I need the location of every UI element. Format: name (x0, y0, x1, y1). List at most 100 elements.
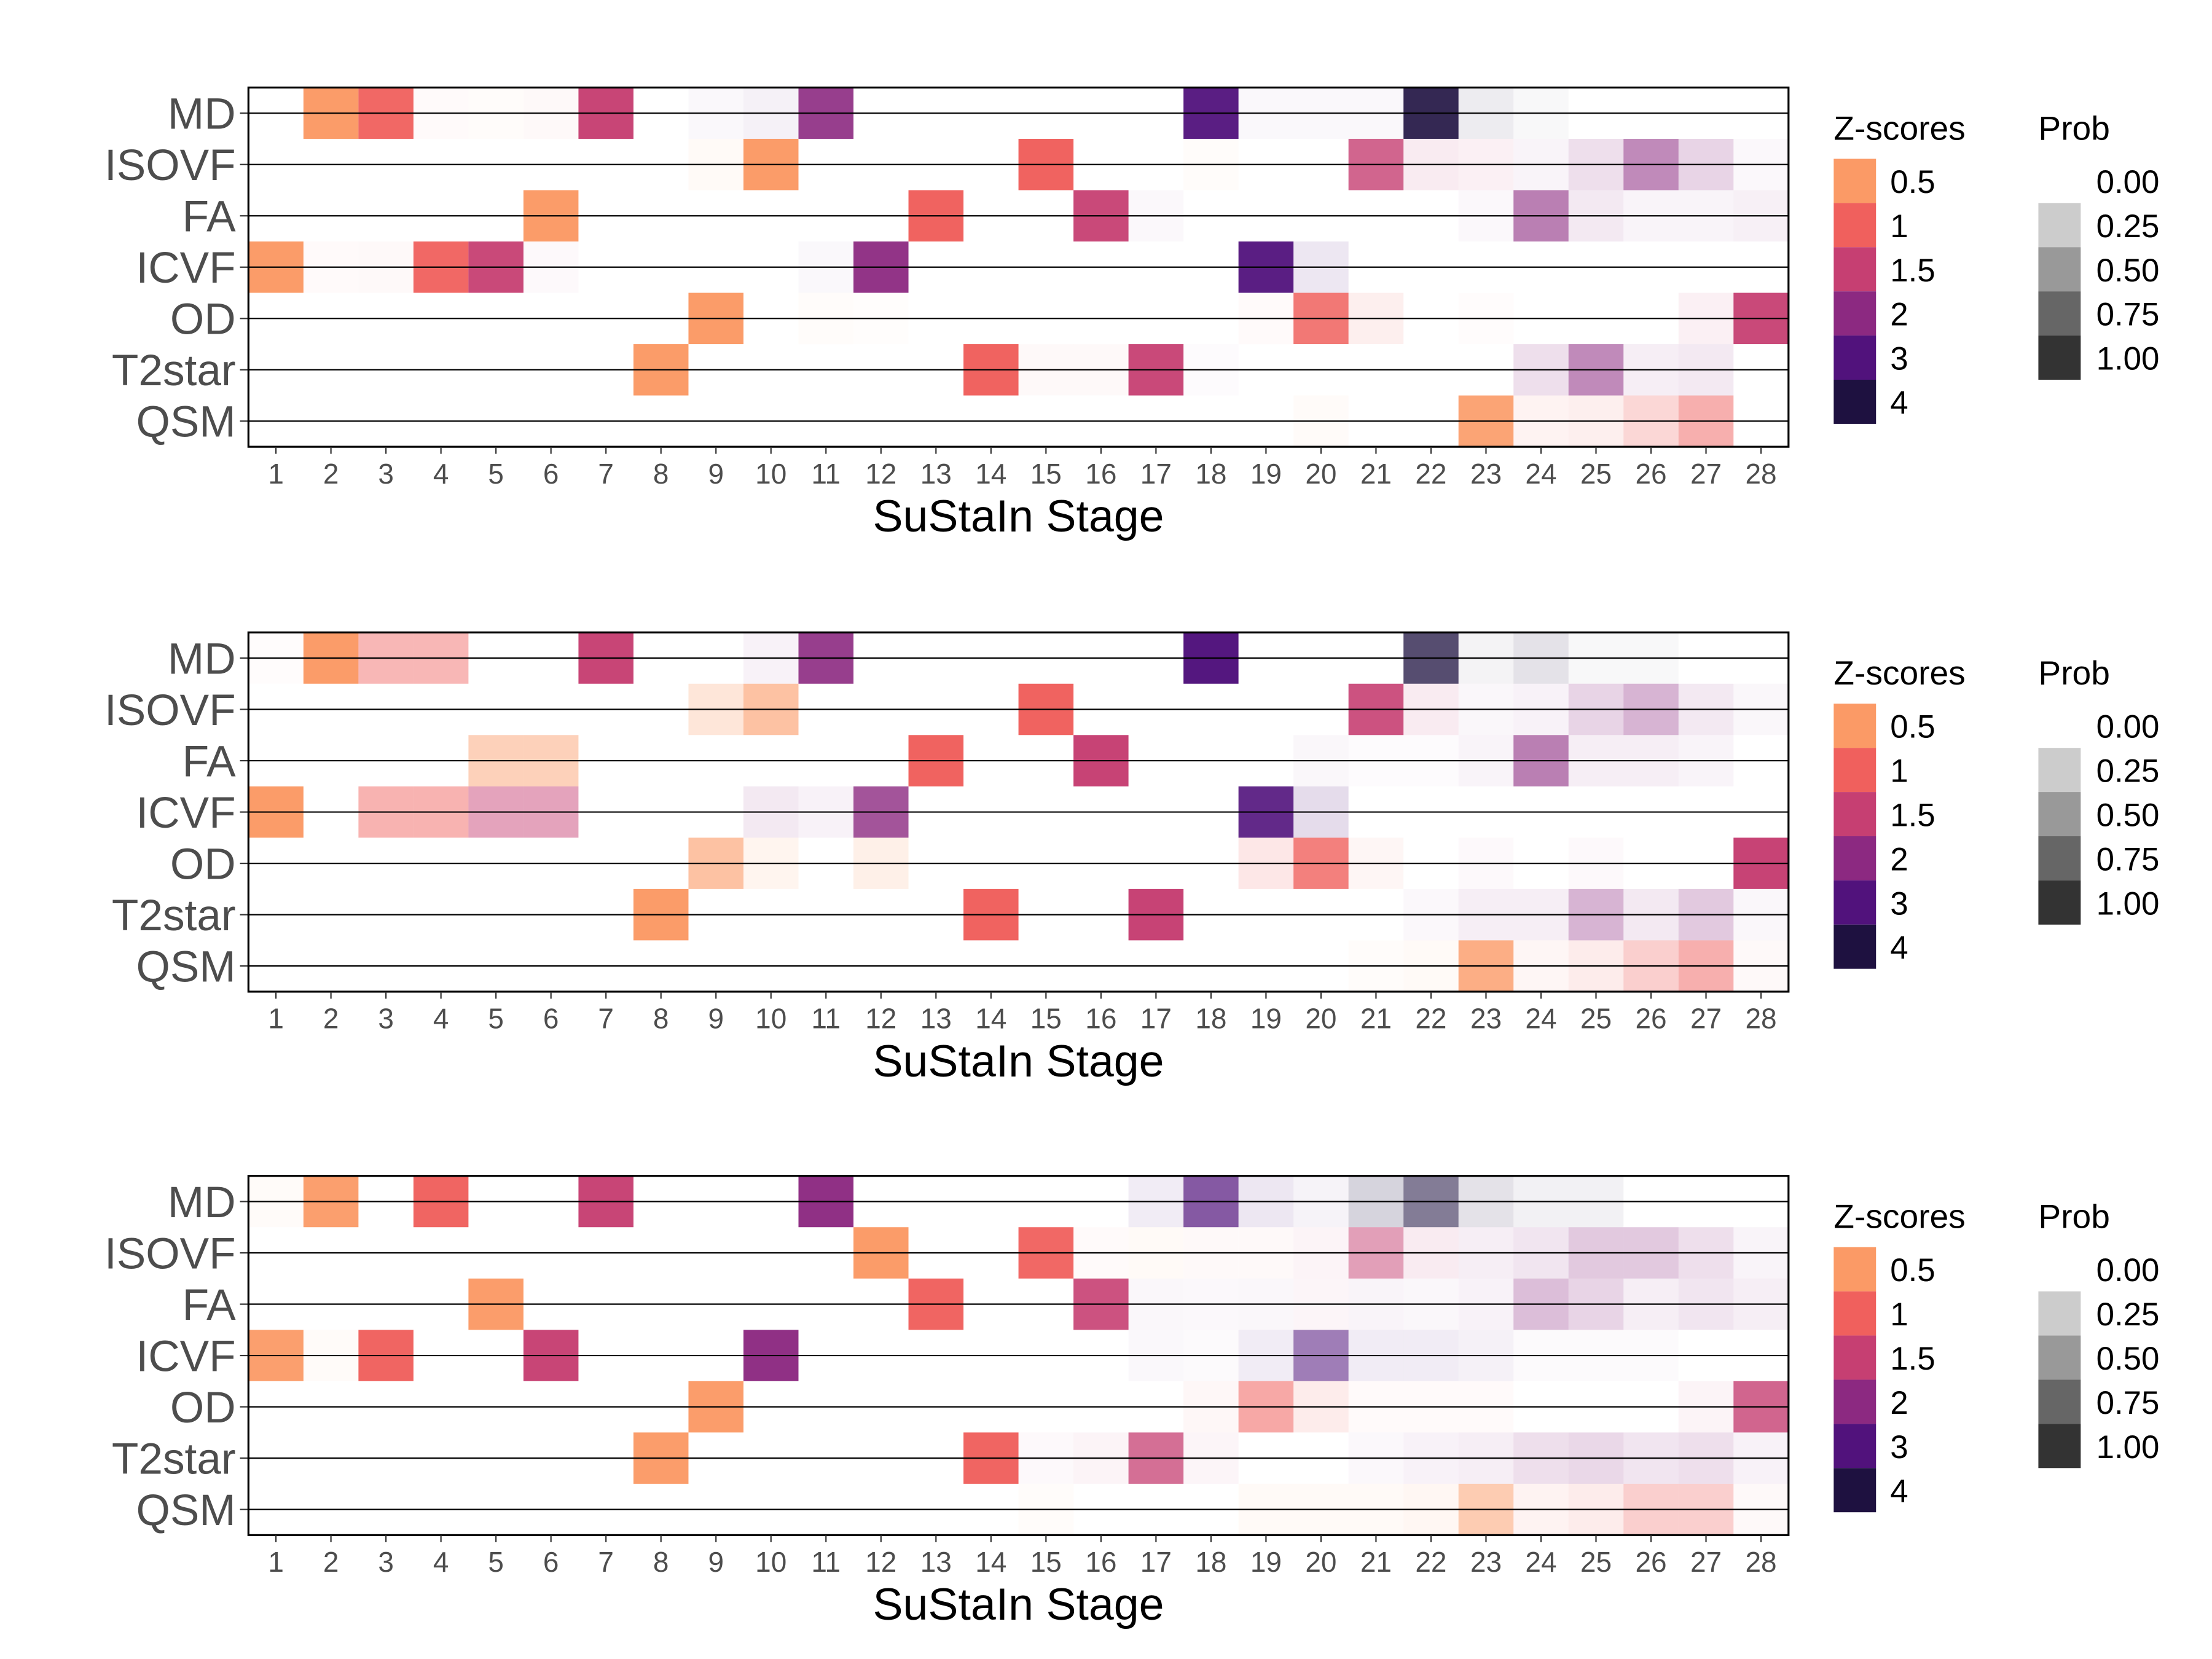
x-tick-label: 25 (1580, 1546, 1612, 1578)
x-tick-label: 21 (1360, 1546, 1392, 1578)
legend-key-swatch (2038, 792, 2081, 836)
legend-key-swatch (2038, 291, 2081, 336)
legend-key-label: 0.00 (2096, 1252, 2160, 1288)
legend-key-label: 1 (1890, 753, 1908, 790)
x-tick-label: 3 (378, 458, 394, 490)
x-tick-label: 24 (1525, 458, 1556, 490)
x-tick-label: 17 (1140, 1003, 1172, 1035)
x-tick-label: 27 (1690, 1003, 1722, 1035)
legend-key-label: 3 (1890, 341, 1908, 377)
x-tick-label: 23 (1470, 1546, 1502, 1578)
legend-key-swatch (2038, 748, 2081, 793)
y-tick-label: FA (182, 193, 237, 241)
x-tick-label: 1 (268, 1003, 284, 1035)
y-tick-label: QSM (136, 943, 235, 991)
legend-key-label: 0.75 (2096, 1385, 2160, 1421)
x-tick-label: 28 (1745, 1003, 1776, 1035)
x-tick-label: 12 (865, 458, 896, 490)
x-tick-label: 11 (811, 1546, 841, 1578)
x-tick-label: 9 (708, 1003, 724, 1035)
x-tick-label: 15 (1030, 458, 1062, 490)
legend-key-swatch (1834, 1247, 1877, 1292)
y-tick-label: ICVF (136, 244, 235, 292)
x-tick-label: 15 (1030, 1546, 1062, 1578)
legend-key-label: 0.75 (2096, 297, 2160, 333)
x-tick-label: 13 (920, 458, 952, 490)
x-tick-label: 2 (323, 1003, 339, 1035)
x-tick-label: 5 (488, 1003, 504, 1035)
x-tick-label: 19 (1250, 458, 1282, 490)
x-tick-label: 16 (1085, 1546, 1116, 1578)
legend-key-swatch (1834, 792, 1877, 836)
x-tick-label: 20 (1305, 1003, 1336, 1035)
x-tick-label: 21 (1360, 1003, 1392, 1035)
legend-key-swatch (1834, 247, 1877, 292)
x-tick-label: 1 (268, 458, 284, 490)
legend-key-swatch (1834, 836, 1877, 880)
x-tick-label: 2 (323, 1546, 339, 1578)
legend-zscores: Z-scores 0.5 1 1.5 2 3 4 (1834, 1198, 1966, 1513)
x-tick-label: 19 (1250, 1003, 1282, 1035)
y-tick-label: T2star (112, 892, 236, 940)
legend-key-swatch (1834, 203, 1877, 248)
x-axis-title: SuStaIn Stage (873, 1035, 1164, 1086)
legend-title: Z-scores (1834, 109, 1965, 147)
x-tick-label: 18 (1195, 1546, 1226, 1578)
x-tick-label: 7 (598, 1546, 614, 1578)
x-tick-label: 28 (1745, 1546, 1776, 1578)
legend-key-label: 4 (1890, 385, 1908, 421)
y-tick-label: ISOVF (104, 686, 236, 735)
legend-key-swatch (1834, 1335, 1877, 1380)
x-tick-label: 10 (755, 458, 786, 490)
x-tick-label: 11 (811, 1003, 841, 1035)
legend-key-swatch (2038, 1335, 2081, 1380)
x-tick-label: 16 (1085, 458, 1116, 490)
y-tick-label: MD (168, 635, 236, 683)
x-tick-label: 3 (378, 1003, 394, 1035)
x-tick-label: 12 (865, 1546, 896, 1578)
y-tick-label: FA (182, 737, 237, 786)
x-tick-label: 13 (920, 1546, 952, 1578)
legend-key-label: 0.5 (1890, 1252, 1935, 1288)
x-tick-label: 8 (653, 1003, 669, 1035)
legend-key-label: 4 (1890, 1473, 1908, 1510)
x-tick-label: 6 (543, 1546, 559, 1578)
x-tick-label: 4 (433, 458, 449, 490)
x-tick-label: 9 (708, 1546, 724, 1578)
legend-title: Prob (2038, 1198, 2109, 1236)
x-tick-label: 25 (1580, 1003, 1612, 1035)
x-tick-label: 28 (1745, 458, 1776, 490)
plot-frame (247, 86, 1790, 448)
plot-frame (247, 1175, 1790, 1537)
legend-key-label: 1.5 (1890, 798, 1935, 834)
y-tick-label: ISOVF (104, 1230, 236, 1278)
x-tick-label: 17 (1140, 458, 1172, 490)
legend-key-label: 0.50 (2096, 798, 2160, 834)
legend-key-swatch (1834, 1424, 1877, 1469)
legend-title: Prob (2038, 109, 2109, 147)
y-tick-label: ICVF (136, 789, 235, 837)
x-tick-label: 23 (1470, 1003, 1502, 1035)
legend-key-swatch (1834, 379, 1877, 424)
legend-key-label: 0.50 (2096, 253, 2160, 289)
legend-key-swatch (1834, 1291, 1877, 1336)
legend-key-swatch (1834, 924, 1877, 969)
x-tick-label: 24 (1525, 1546, 1556, 1578)
y-tick-label: FA (182, 1281, 237, 1330)
legend-key-swatch (2038, 247, 2081, 292)
x-tick-label: 18 (1195, 1003, 1226, 1035)
legend-title: Z-scores (1834, 1198, 1965, 1236)
x-tick-label: 19 (1250, 1546, 1282, 1578)
legend-key-label: 0.00 (2096, 164, 2160, 200)
x-tick-label: 11 (811, 458, 841, 490)
x-tick-label: 8 (653, 1546, 669, 1578)
x-tick-label: 3 (378, 1546, 394, 1578)
x-tick-label: 16 (1085, 1003, 1116, 1035)
x-tick-label: 22 (1415, 458, 1446, 490)
x-tick-label: 5 (488, 1546, 504, 1578)
y-tick-label: T2star (112, 1435, 236, 1483)
legend-key-label: 1.00 (2096, 1429, 2160, 1465)
x-tick-label: 17 (1140, 1546, 1172, 1578)
